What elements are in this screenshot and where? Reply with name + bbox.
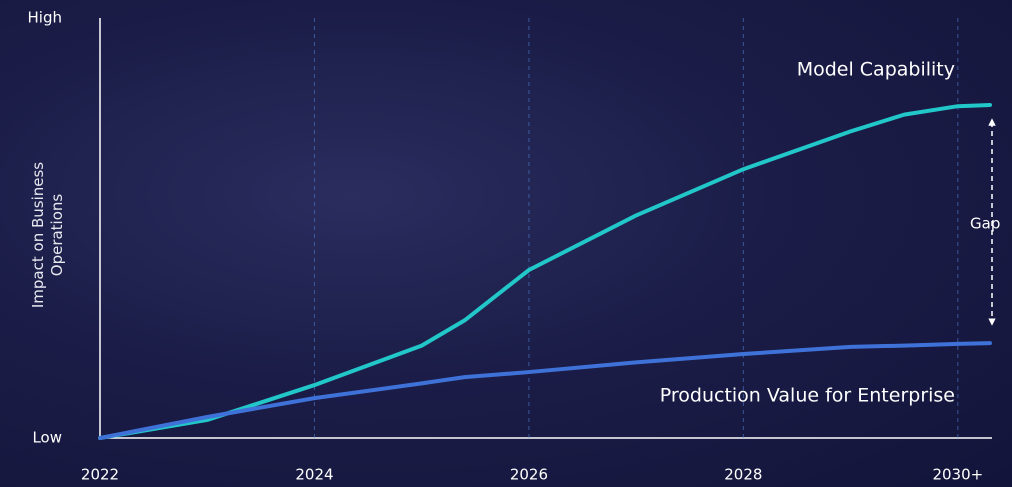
annotation: Gap <box>970 215 1000 233</box>
y-tick-label: Low <box>32 429 62 447</box>
y-axis-label: Impact on Business Operations <box>29 161 66 309</box>
x-tick-label: 2026 <box>510 466 548 484</box>
y-tick-label: High <box>28 9 62 27</box>
series-line <box>98 102 992 440</box>
series-label: Model Capability <box>797 59 955 81</box>
series-label: Production Value for Enterprise <box>660 385 955 407</box>
series-line <box>98 341 992 440</box>
x-tick-label: 2022 <box>81 466 119 484</box>
x-tick-label: 2024 <box>295 466 333 484</box>
x-tick-label: 2028 <box>724 466 762 484</box>
x-tick-label: 2030+ <box>932 466 983 484</box>
